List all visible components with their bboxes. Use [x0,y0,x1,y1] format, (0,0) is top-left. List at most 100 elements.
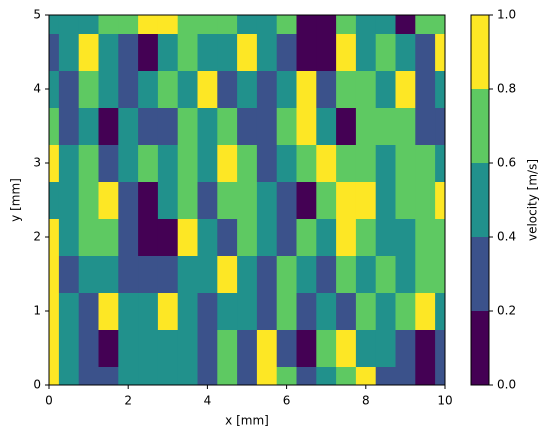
contour-cell [395,15,416,34]
contour-cell [138,33,159,71]
contour-cell [256,107,278,145]
contour-cell [58,15,80,34]
colorbar-segment [471,15,489,89]
contour-cell [138,70,159,108]
contour-cell [316,366,337,386]
contour-cell [395,181,416,219]
contour-cell [157,15,179,34]
contour-cell [355,144,377,182]
contour-cell [98,292,119,330]
contour-cell [177,292,198,330]
contour-cell [276,218,297,256]
contour-cell [375,329,396,367]
contour-cell [336,107,357,145]
contour-cell [78,33,99,71]
contour-cell [49,144,60,182]
contour-cell [276,366,297,386]
contour-cell [415,33,436,71]
contour-cell [435,15,446,34]
contour-cell [138,255,159,293]
contour-cell [237,255,258,293]
contour-cell [435,366,446,386]
contour-cell [157,181,179,219]
contour-cell [177,329,198,367]
contour-cell [336,218,357,256]
contour-cell [296,329,317,367]
contour-cell [157,70,179,108]
contour-cell [118,33,139,71]
contour-cell [237,15,258,34]
contour-cell [157,366,179,386]
contour-cell [355,181,377,219]
contour-cell [118,255,139,293]
contour-cell [98,70,119,108]
contour-cell [415,292,436,330]
contour-cell [197,218,218,256]
contour-cell [118,144,139,182]
contour-cell [336,33,357,71]
contour-cell [276,255,297,293]
contour-cell [177,15,198,34]
contour-cell [256,144,278,182]
x-tick-label: 6 [283,394,291,408]
contour-cell [197,15,218,34]
y-tick-label: 3 [33,156,41,170]
contour-cell [355,218,377,256]
contour-cell [415,218,436,256]
contour-cell [217,329,238,367]
contour-cell [395,33,416,71]
contour-cell [138,15,159,34]
contour-cell [98,329,119,367]
contour-cell [435,181,446,219]
contour-cell [217,33,238,71]
contour-cell [197,181,218,219]
contour-cell [296,70,317,108]
contour-cell [49,15,60,34]
contour-cell [157,218,179,256]
x-tick-label: 2 [124,394,132,408]
contour-cell [316,15,337,34]
contour-cell [296,218,317,256]
contour-cell [217,70,238,108]
contour-cell [355,255,377,293]
contour-cell [58,366,80,386]
contour-cell [217,218,238,256]
contour-cell [118,181,139,219]
contour-cell [177,144,198,182]
contour-cell [435,144,446,182]
contour-cell [415,366,436,386]
contour-cell [217,144,238,182]
contour-cell [118,292,139,330]
colorbar-segment [471,237,489,311]
contour-cell [98,15,119,34]
contour-cell [296,33,317,71]
contour-cell [415,181,436,219]
contour-cell [78,366,99,386]
contour-cell [78,329,99,367]
contour-cell [197,292,218,330]
contour-cell [58,144,80,182]
contour-cell [197,70,218,108]
contour-cell [435,33,446,71]
contour-cell [58,181,80,219]
contour-cell [395,366,416,386]
contour-cell [98,366,119,386]
contour-cell [375,33,396,71]
contour-cell [375,218,396,256]
contour-cell [395,144,416,182]
contour-cell [435,218,446,256]
contour-cell [415,255,436,293]
contour-cell [78,255,99,293]
contour-cell [157,292,179,330]
contour-cell [58,218,80,256]
contour-cell [395,329,416,367]
contour-cell [237,218,258,256]
contour-cell [49,70,60,108]
colorbar-tick-label: 0.2 [497,304,516,318]
colorbar-segment [471,311,489,385]
contour-cell [217,15,238,34]
contour-cell [118,329,139,367]
contour-cell [118,218,139,256]
contour-cell [58,70,80,108]
contour-cell [296,107,317,145]
